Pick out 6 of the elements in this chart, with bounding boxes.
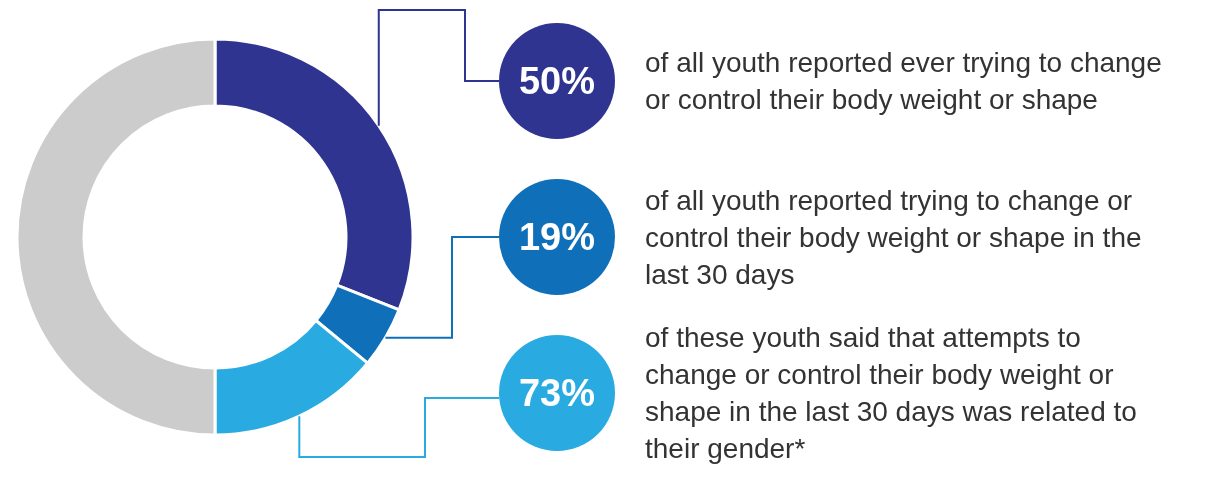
text: 50% — [518, 60, 596, 102]
text: of all youth reported trying to change or control their body weight or shape in the last 30 days — [645, 184, 1142, 290]
text: 19% — [518, 216, 596, 258]
text: 73% — [518, 372, 596, 414]
text: of these youth said that attempts to change or control their body weight or shape in the last 30 days was related to their gender* — [645, 322, 1137, 464]
text: of all youth reported ever trying to change or control their body weight or shape — [645, 47, 1162, 115]
